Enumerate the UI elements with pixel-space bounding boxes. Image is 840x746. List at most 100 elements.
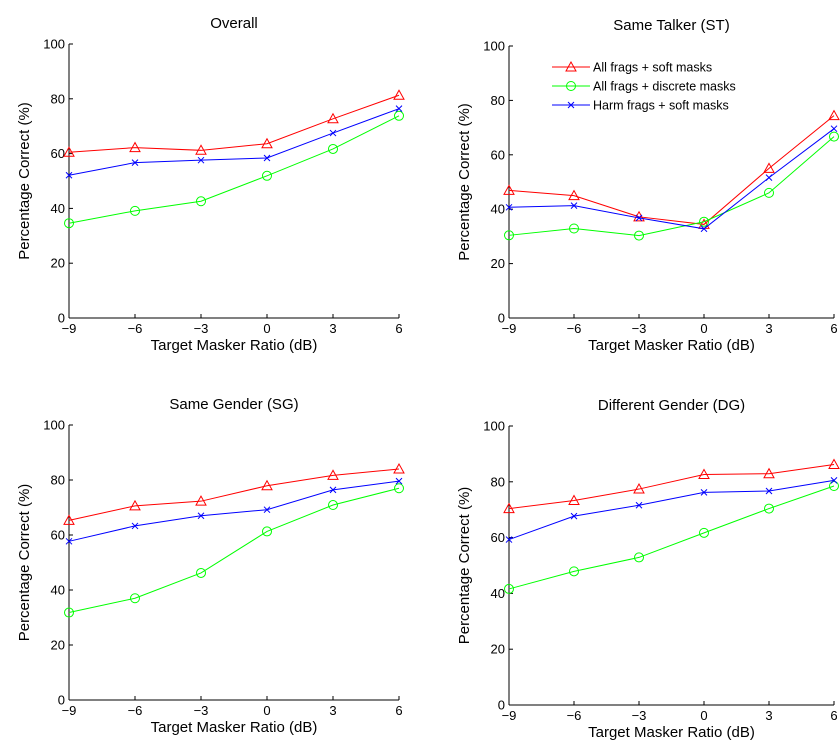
data-point <box>197 156 205 164</box>
legend-marker <box>566 81 576 91</box>
y-tick-label: 60 <box>51 146 65 161</box>
y-tick-label: 20 <box>51 256 65 271</box>
data-point <box>633 210 645 222</box>
series-1 <box>503 458 840 514</box>
y-tick-label: 60 <box>51 528 65 543</box>
data-point <box>65 537 73 545</box>
y-axis-label: Percentage Correct (%) <box>456 487 473 645</box>
y-tick-label: 40 <box>491 586 505 601</box>
data-point <box>328 500 338 511</box>
data-point <box>503 184 515 195</box>
data-point <box>829 131 839 142</box>
series-line <box>508 464 835 510</box>
y-axis-label: Percentage Correct (%) <box>456 103 473 261</box>
data-point <box>394 110 404 121</box>
data-point <box>570 202 578 210</box>
x-tick-label: −9 <box>502 321 517 336</box>
data-point <box>699 527 709 538</box>
data-point <box>393 89 405 100</box>
data-point <box>635 214 643 222</box>
y-tick-label: 0 <box>498 698 505 713</box>
data-point <box>263 506 271 514</box>
y-tick-label: 40 <box>51 583 65 598</box>
series-line <box>68 115 400 224</box>
x-tick-label: 0 <box>700 321 707 336</box>
y-tick-label: 20 <box>51 638 65 653</box>
y-tick-label: 80 <box>51 473 65 488</box>
data-point <box>569 223 579 234</box>
series-line <box>68 487 400 614</box>
x-tick-label: 6 <box>830 321 837 336</box>
data-point <box>130 205 140 216</box>
series-line <box>508 136 835 237</box>
x-tick-label: −3 <box>632 708 647 723</box>
data-point <box>395 477 403 485</box>
data-point <box>634 552 644 563</box>
y-axis-label: Percentage Correct (%) <box>16 102 33 260</box>
y-tick-label: 80 <box>491 474 505 489</box>
legend: All frags + soft masks All frags + discre… <box>552 61 736 113</box>
series-line <box>68 480 400 542</box>
y-tick-label: 0 <box>498 311 505 326</box>
legend-label: All frags + soft masks <box>593 61 712 75</box>
data-point <box>764 503 774 514</box>
x-axis-label: Target Masker Ratio (dB) <box>588 337 755 354</box>
x-tick-label: −3 <box>632 321 647 336</box>
chart-title: Overall <box>210 15 258 32</box>
data-point <box>503 502 515 514</box>
x-tick-label: −6 <box>567 321 582 336</box>
x-tick-label: 6 <box>395 321 402 336</box>
series-2 <box>504 131 839 241</box>
y-tick-label: 80 <box>51 91 65 106</box>
series-2 <box>64 110 404 229</box>
data-point <box>504 583 514 594</box>
data-point <box>394 483 404 494</box>
data-point <box>129 499 141 511</box>
y-tick-label: 40 <box>51 201 65 216</box>
data-point <box>570 512 578 520</box>
data-point <box>195 144 207 155</box>
x-tick-label: −6 <box>128 703 143 718</box>
series-3 <box>65 477 403 545</box>
data-point <box>700 225 708 233</box>
x-tick-label: −6 <box>567 708 582 723</box>
y-tick-label: 20 <box>491 256 505 271</box>
data-point <box>699 216 709 227</box>
x-tick-label: 3 <box>765 708 772 723</box>
y-tick-label: 100 <box>43 418 65 433</box>
x-tick-label: −9 <box>502 708 517 723</box>
data-point <box>393 462 405 474</box>
data-point <box>765 174 773 182</box>
legend-label: All frags + discrete masks <box>593 80 736 94</box>
legend-marker <box>565 60 577 72</box>
chart-title: Same Gender (SG) <box>169 396 298 413</box>
x-tick-label: 0 <box>700 708 707 723</box>
data-point <box>634 230 644 241</box>
x-tick-label: 0 <box>263 703 270 718</box>
data-point <box>700 489 708 496</box>
data-point <box>568 189 580 201</box>
y-tick-label: 60 <box>491 530 505 545</box>
x-tick-label: 6 <box>830 708 837 723</box>
data-point <box>63 146 75 157</box>
data-point <box>504 230 514 241</box>
series-1 <box>63 89 405 157</box>
data-point <box>197 512 205 520</box>
data-point <box>828 109 840 121</box>
series-3 <box>505 125 838 233</box>
data-point <box>764 187 774 198</box>
x-tick-label: 3 <box>765 321 772 336</box>
x-tick-label: 3 <box>329 703 336 718</box>
data-point <box>195 495 207 506</box>
data-point <box>568 494 580 505</box>
data-point <box>65 171 73 179</box>
data-point <box>633 483 645 494</box>
legend-marker <box>567 101 575 109</box>
x-axis-label: Target Masker Ratio (dB) <box>588 724 755 741</box>
series-line <box>508 115 835 225</box>
data-point <box>635 501 643 509</box>
chart-title: Different Gender (DG) <box>598 397 745 414</box>
